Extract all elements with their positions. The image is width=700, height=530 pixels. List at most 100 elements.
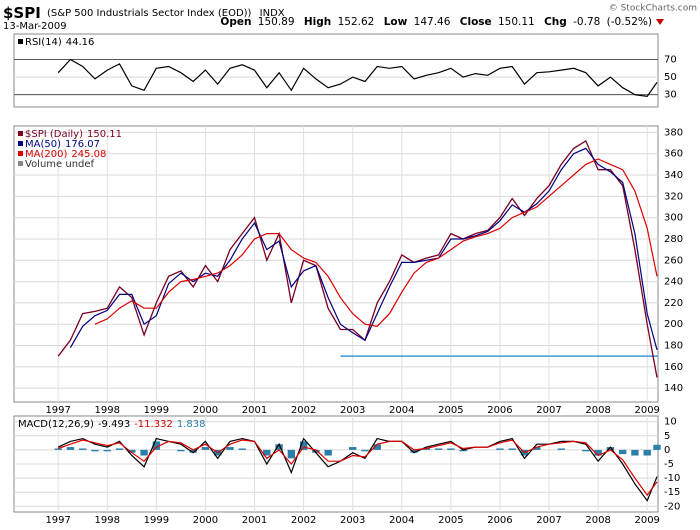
y-tick-label: 220 — [664, 298, 683, 309]
histogram-bar — [54, 448, 62, 450]
legend-value: 245.08 — [71, 149, 106, 160]
y-tick-label: 320 — [664, 191, 683, 202]
histogram-bar — [299, 441, 308, 450]
histogram-bar — [533, 447, 541, 450]
x-tick-label: 2009 — [634, 405, 659, 416]
histogram-bar — [324, 449, 332, 456]
x-tick-label: 1997 — [45, 405, 70, 416]
histogram-bar — [361, 449, 369, 452]
series-line — [94, 158, 658, 327]
x-tick-label: 2005 — [438, 405, 463, 416]
index-name: (S&P 500 Industrials Sector Index (EOD)) — [47, 8, 252, 19]
exchange: INDX — [260, 8, 285, 19]
histogram-bar — [275, 444, 283, 450]
y-tick-label: -10 — [664, 473, 680, 484]
down-arrow — [656, 19, 664, 25]
histogram-bar — [226, 447, 234, 450]
quote-label: Chg — [544, 16, 567, 28]
histogram-bar — [349, 447, 357, 450]
x-tick-label: 1999 — [144, 405, 169, 416]
histogram-bar — [263, 449, 271, 456]
histogram-bar — [631, 449, 639, 456]
x-tick-label: 2009 — [634, 515, 659, 526]
watermark: © StockCharts.com — [609, 4, 697, 14]
histogram-bar — [447, 448, 455, 450]
x-tick-label: 2000 — [193, 405, 218, 416]
series-line — [57, 437, 658, 502]
quote-label: High — [304, 16, 331, 28]
y-tick-label: 260 — [664, 255, 683, 266]
panel-frame — [13, 125, 659, 403]
histogram-bar — [312, 449, 320, 453]
histogram-bar — [201, 447, 210, 450]
y-tick-label: 0 — [664, 445, 670, 456]
histogram-bar — [410, 449, 418, 453]
histogram-bar — [653, 444, 661, 450]
y-tick-label: 70 — [664, 55, 677, 66]
x-tick-label: 2005 — [438, 515, 463, 526]
legend-label: RSI(14) — [25, 37, 62, 48]
quote-label: Low — [384, 16, 408, 28]
y-tick-label: -15 — [664, 487, 680, 498]
legend-swatch — [18, 141, 23, 146]
quote-value: -0.78 — [573, 16, 600, 28]
y-tick-label: -20 — [664, 501, 680, 512]
histogram-bar — [618, 449, 627, 455]
x-tick-label: 2003 — [340, 515, 365, 526]
histogram-bar — [238, 448, 246, 450]
histogram-bar — [287, 449, 296, 459]
quote-value: 150.11 — [498, 16, 535, 28]
histogram-bar — [91, 449, 99, 452]
legend-title: MACD(12,26,9) — [18, 419, 94, 430]
legend-value: 176.07 — [65, 139, 100, 150]
histogram-bar — [582, 449, 590, 452]
x-tick-label: 2000 — [193, 515, 218, 526]
quote-value: 150.89 — [258, 16, 295, 28]
y-tick-label: 240 — [664, 277, 683, 288]
histogram-bar — [177, 449, 185, 452]
y-tick-label: 380 — [664, 127, 683, 138]
legend-label: $SPI (Daily) — [25, 129, 83, 140]
quote-label: Close — [460, 16, 492, 28]
x-tick-label: 2008 — [585, 405, 610, 416]
x-tick-label: 2003 — [340, 405, 365, 416]
histogram-bar — [152, 441, 161, 450]
legend-swatch — [18, 39, 23, 44]
x-tick-label: 2006 — [487, 405, 512, 416]
y-tick-label: 200 — [664, 319, 683, 330]
y-tick-label: 5 — [664, 431, 670, 442]
quote-value: 152.62 — [338, 16, 375, 28]
legend-value: -9.493 — [98, 419, 130, 430]
histogram-bar — [79, 448, 87, 450]
histogram-bar — [496, 448, 504, 450]
histogram-bar — [594, 449, 602, 456]
y-tick-label: 300 — [664, 213, 683, 224]
legend-swatch — [18, 131, 23, 136]
y-tick-label: -5 — [664, 459, 674, 470]
series-line — [57, 139, 658, 378]
x-tick-label: 2002 — [291, 405, 316, 416]
legend-label: Volume undef — [25, 159, 95, 170]
y-tick-label: 140 — [664, 383, 683, 394]
title-line: $SPI (S&P 500 Industrials Sector Index (… — [3, 4, 285, 22]
quote-line: Open 150.89 High 152.62 Low 147.46 Close… — [220, 16, 652, 28]
series-line — [58, 439, 658, 497]
legend-swatch — [18, 151, 23, 156]
y-tick-label: 180 — [664, 341, 683, 352]
histogram-bar — [643, 449, 651, 456]
histogram-bar — [422, 448, 430, 450]
symbol: $SPI — [3, 4, 41, 22]
histogram-bar — [128, 449, 136, 453]
x-tick-label: 1998 — [95, 515, 120, 526]
panel-frame — [13, 33, 659, 108]
histogram-bar — [103, 449, 111, 452]
legend-swatch — [18, 161, 23, 166]
legend-value: 150.11 — [87, 129, 122, 140]
legend-value: 1.838 — [177, 419, 206, 430]
legend-value: 44.16 — [66, 37, 95, 48]
x-tick-label: 2006 — [487, 515, 512, 526]
x-tick-label: 2004 — [389, 405, 414, 416]
y-tick-label: 280 — [664, 234, 683, 245]
x-tick-label: 2002 — [291, 515, 316, 526]
